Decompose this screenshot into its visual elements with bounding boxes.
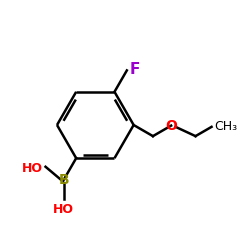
Text: HO: HO — [22, 162, 43, 175]
Text: B: B — [58, 172, 69, 186]
Text: CH₃: CH₃ — [214, 120, 238, 133]
Text: F: F — [130, 62, 140, 77]
Text: HO: HO — [53, 203, 74, 216]
Text: O: O — [165, 118, 177, 132]
